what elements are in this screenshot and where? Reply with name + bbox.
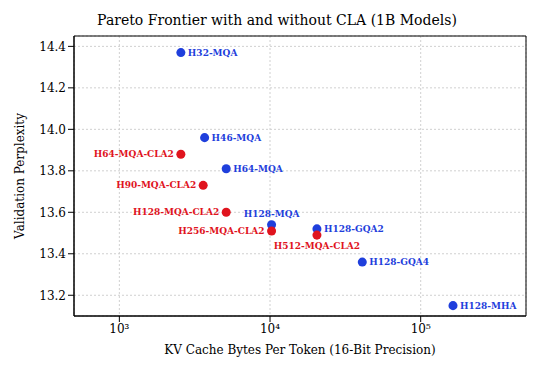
svg-text:10⁵: 10⁵ (411, 322, 431, 336)
svg-text:H32-MQA: H32-MQA (188, 48, 239, 58)
svg-text:KV Cache Bytes Per Token (16-B: KV Cache Bytes Per Token (16-Bit Precisi… (164, 343, 435, 357)
svg-text:13.8: 13.8 (39, 164, 66, 178)
svg-text:Validation Perplexity: Validation Perplexity (13, 113, 27, 240)
svg-text:13.2: 13.2 (39, 289, 66, 303)
svg-text:H64-MQA: H64-MQA (233, 164, 284, 174)
svg-text:H46-MQA: H46-MQA (212, 133, 263, 143)
svg-text:H64-MQA-CLA2: H64-MQA-CLA2 (94, 149, 174, 159)
svg-text:14.4: 14.4 (39, 40, 66, 54)
svg-text:10³: 10³ (109, 322, 129, 336)
svg-text:14.0: 14.0 (39, 123, 66, 137)
svg-text:10⁴: 10⁴ (260, 322, 280, 336)
svg-text:H256-MQA-CLA2: H256-MQA-CLA2 (178, 226, 264, 236)
svg-text:14.2: 14.2 (39, 81, 66, 95)
svg-text:H128-MHA: H128-MHA (460, 301, 517, 311)
svg-text:H128-MQA-CLA2: H128-MQA-CLA2 (133, 207, 219, 217)
svg-text:H128-MQA: H128-MQA (244, 209, 301, 219)
svg-text:H128-GQA2: H128-GQA2 (324, 224, 384, 234)
svg-text:H512-MQA-CLA2: H512-MQA-CLA2 (274, 241, 360, 251)
svg-text:H128-GQA4: H128-GQA4 (369, 257, 429, 267)
html-text:Pareto Frontier with and witho: Pareto Frontier with and without CLA (1B… (97, 12, 457, 28)
svg-text:H90-MQA-CLA2: H90-MQA-CLA2 (116, 180, 196, 190)
svg-text:13.6: 13.6 (39, 206, 66, 220)
svg-text:13.4: 13.4 (39, 247, 66, 261)
